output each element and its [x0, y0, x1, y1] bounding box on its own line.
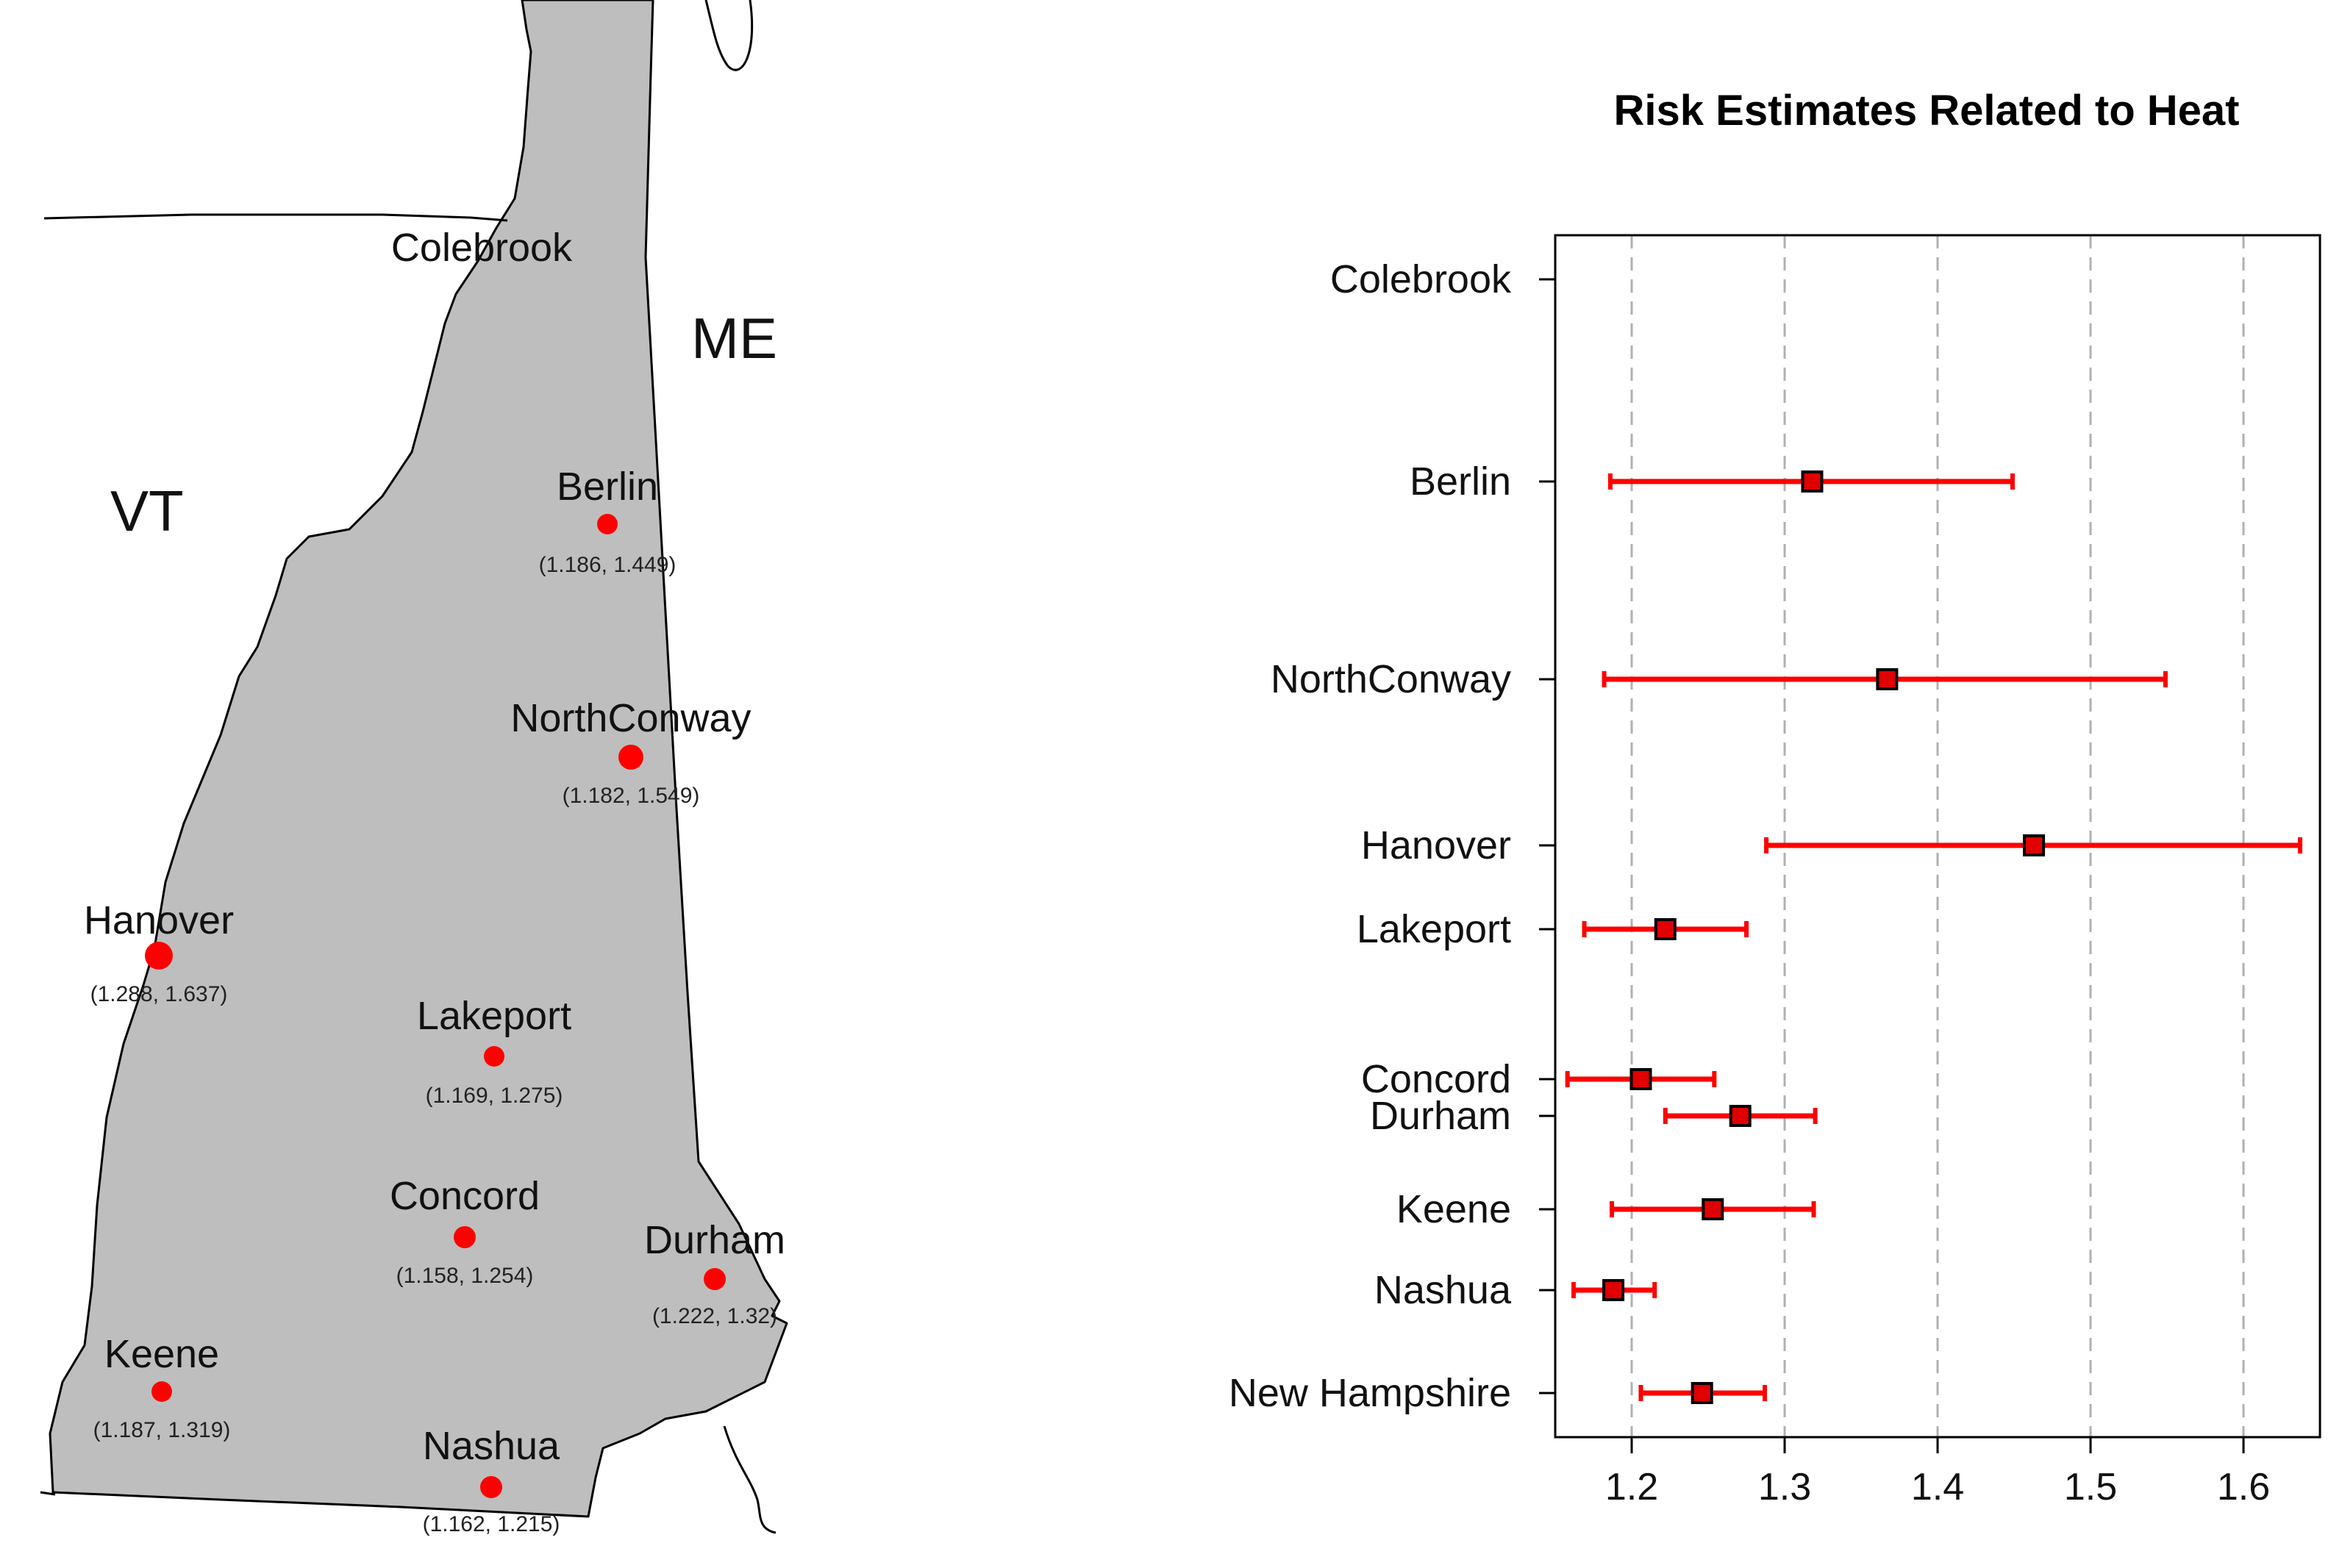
me-coast-line: [704, 0, 754, 71]
x-tick-label: 1.3: [1758, 1466, 1811, 1508]
site-dot-berlin: [597, 514, 618, 534]
new-hampshire-map: VT ME Colebrook Berlin (1.186, 1.449) North…: [40, 0, 788, 1536]
y-label-northconway: NorthConway: [1271, 657, 1511, 701]
site-dot-nashua: [480, 1476, 502, 1498]
estimate-marker-nashua: [1602, 1279, 1625, 1301]
y-label-new-hampshire: New Hampshire: [1229, 1371, 1511, 1415]
forest-plot: Risk Estimates Related to Heat Colebrook…: [1229, 87, 2321, 1508]
site-label-berlin: Berlin: [557, 465, 658, 509]
estimate-marker-berlin: [1801, 470, 1824, 493]
y-label-nashua: Nashua: [1374, 1268, 1512, 1312]
site-ci-concord: (1.158, 1.254): [396, 1264, 534, 1288]
x-tick-label: 1.4: [1911, 1466, 1964, 1508]
site-label-nashua: Nashua: [423, 1424, 560, 1468]
y-axis: Colebrook Berlin NorthConway Hanover Lakepor…: [1229, 257, 1555, 1415]
y-label-hanover: Hanover: [1361, 823, 1511, 867]
grid-lines: [1630, 235, 2245, 1437]
estimate-marker-lakeport: [1654, 918, 1677, 940]
site-label-northconway: NorthConway: [510, 696, 751, 740]
site-ci-nashua: (1.162, 1.215): [423, 1512, 560, 1536]
estimate-marker-concord: [1629, 1068, 1652, 1090]
vt-border-line: [43, 213, 508, 222]
site-dot-concord: [454, 1226, 476, 1248]
estimate-marker-durham: [1729, 1105, 1752, 1127]
x-tick-label: 1.2: [1605, 1466, 1658, 1508]
site-label-durham: Durham: [644, 1218, 785, 1262]
estimate-marks: [1565, 470, 2302, 1404]
site-dot-northconway: [618, 745, 643, 770]
site-label-keene: Keene: [104, 1332, 219, 1376]
state-label-me: ME: [691, 306, 777, 370]
y-label-durham: Durham: [1370, 1094, 1511, 1138]
x-axis: 1.2 1.3 1.4 1.5 1.6: [1605, 1437, 2270, 1508]
x-tick-label: 1.5: [2064, 1466, 2117, 1508]
y-label-concord: Concord: [1361, 1057, 1511, 1101]
y-label-colebrook: Colebrook: [1330, 257, 1512, 301]
estimate-marker-northconway: [1876, 668, 1899, 690]
site-ci-durham: (1.222, 1.32): [652, 1304, 777, 1328]
nh-state-shape: [49, 0, 788, 1518]
state-label-vt: VT: [110, 479, 184, 543]
y-label-lakeport: Lakeport: [1357, 907, 1511, 951]
site-label-colebrook: Colebrook: [391, 226, 573, 270]
site-ci-northconway: (1.182, 1.549): [563, 784, 700, 808]
site-dot-durham: [704, 1268, 726, 1290]
map-sites: Colebrook Berlin (1.186, 1.449) NorthConway…: [84, 226, 785, 1536]
site-ci-berlin: (1.186, 1.449): [539, 553, 677, 577]
site-dot-keene: [151, 1381, 172, 1402]
x-tick-label: 1.6: [2217, 1466, 2270, 1508]
ma-border-line: [40, 1491, 56, 1496]
site-ci-lakeport: (1.169, 1.275): [426, 1084, 563, 1108]
site-dot-hanover: [145, 942, 173, 970]
coast-line: [723, 1425, 777, 1534]
estimate-marker-hanover: [2023, 834, 2046, 856]
y-label-berlin: Berlin: [1410, 459, 1511, 504]
site-label-concord: Concord: [390, 1174, 540, 1218]
estimate-marker-keene: [1702, 1198, 1724, 1220]
site-dot-lakeport: [484, 1046, 504, 1067]
site-ci-keene: (1.187, 1.319): [93, 1418, 231, 1442]
site-label-lakeport: Lakeport: [417, 994, 571, 1038]
estimate-marker-new-hampshire: [1691, 1382, 1713, 1404]
y-label-keene: Keene: [1396, 1187, 1511, 1231]
chart-title: Risk Estimates Related to Heat: [1614, 87, 2240, 135]
site-label-hanover: Hanover: [84, 898, 234, 942]
site-ci-hanover: (1.288, 1.637): [90, 982, 228, 1006]
